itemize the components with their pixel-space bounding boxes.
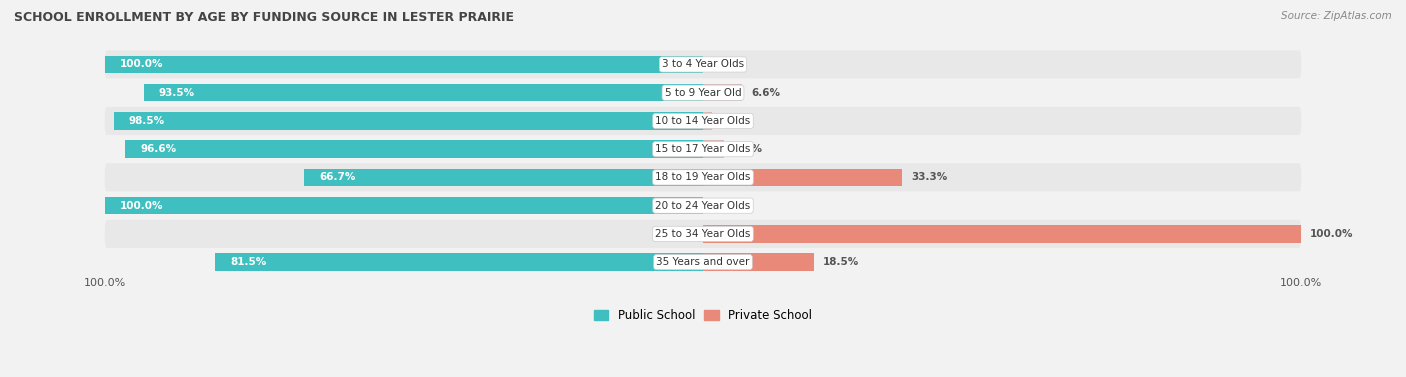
FancyBboxPatch shape (104, 163, 1302, 192)
Text: 98.5%: 98.5% (129, 116, 165, 126)
Text: 93.5%: 93.5% (159, 88, 194, 98)
Text: 100.0%: 100.0% (1279, 277, 1323, 288)
Text: 25 to 34 Year Olds: 25 to 34 Year Olds (655, 229, 751, 239)
Text: 33.3%: 33.3% (911, 172, 948, 182)
Legend: Public School, Private School: Public School, Private School (593, 309, 813, 322)
Text: 96.6%: 96.6% (141, 144, 176, 154)
FancyBboxPatch shape (104, 192, 1302, 220)
Text: 0.0%: 0.0% (716, 201, 741, 211)
Bar (125, 140, 703, 158)
Text: 100.0%: 100.0% (120, 201, 163, 211)
Text: 18 to 19 Year Olds: 18 to 19 Year Olds (655, 172, 751, 182)
Text: 66.7%: 66.7% (319, 172, 356, 182)
Bar (703, 253, 814, 271)
Text: 81.5%: 81.5% (231, 257, 267, 267)
Text: 0.0%: 0.0% (665, 229, 690, 239)
Text: 10 to 14 Year Olds: 10 to 14 Year Olds (655, 116, 751, 126)
FancyBboxPatch shape (104, 107, 1302, 135)
Bar (104, 56, 703, 73)
FancyBboxPatch shape (104, 78, 1302, 107)
Bar (143, 84, 703, 101)
Bar (114, 112, 703, 130)
Text: 20 to 24 Year Olds: 20 to 24 Year Olds (655, 201, 751, 211)
Text: 100.0%: 100.0% (120, 60, 163, 69)
Text: 6.6%: 6.6% (751, 88, 780, 98)
Text: 3 to 4 Year Olds: 3 to 4 Year Olds (662, 60, 744, 69)
Text: 3.5%: 3.5% (733, 144, 762, 154)
Bar (703, 112, 711, 130)
Text: 1.5%: 1.5% (721, 116, 749, 126)
Text: 18.5%: 18.5% (823, 257, 859, 267)
Bar (215, 253, 703, 271)
Bar (703, 225, 1302, 243)
FancyBboxPatch shape (104, 51, 1302, 78)
Text: 35 Years and over: 35 Years and over (657, 257, 749, 267)
FancyBboxPatch shape (104, 220, 1302, 248)
Text: 0.0%: 0.0% (716, 60, 741, 69)
Text: 100.0%: 100.0% (1310, 229, 1354, 239)
Bar (304, 169, 703, 186)
Text: SCHOOL ENROLLMENT BY AGE BY FUNDING SOURCE IN LESTER PRAIRIE: SCHOOL ENROLLMENT BY AGE BY FUNDING SOUR… (14, 11, 515, 24)
Text: 5 to 9 Year Old: 5 to 9 Year Old (665, 88, 741, 98)
Bar (703, 169, 903, 186)
Bar (703, 84, 742, 101)
FancyBboxPatch shape (104, 135, 1302, 163)
Bar (104, 197, 703, 215)
Text: Source: ZipAtlas.com: Source: ZipAtlas.com (1281, 11, 1392, 21)
Bar (703, 140, 724, 158)
FancyBboxPatch shape (104, 248, 1302, 276)
Text: 100.0%: 100.0% (83, 277, 127, 288)
Text: 15 to 17 Year Olds: 15 to 17 Year Olds (655, 144, 751, 154)
